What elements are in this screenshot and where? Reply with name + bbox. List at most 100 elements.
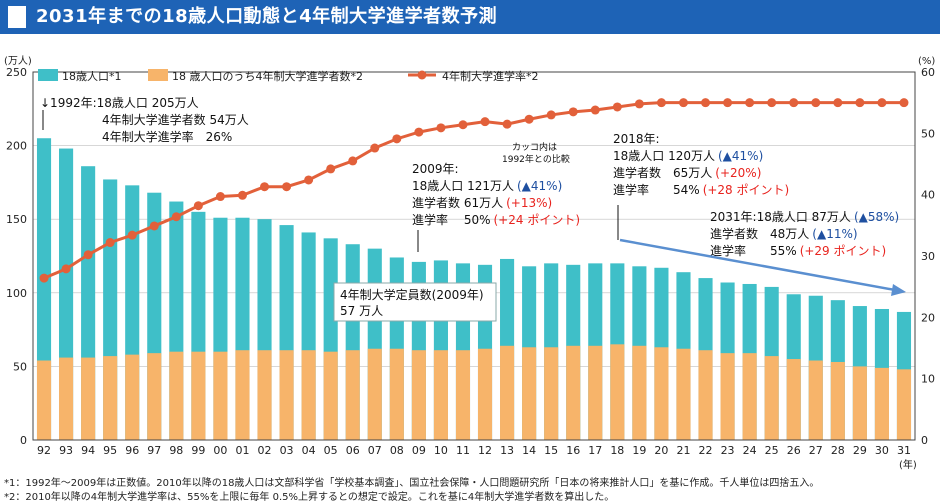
x-tick-label: 14 (522, 444, 536, 457)
rate-point (855, 98, 865, 108)
rate-point (392, 134, 402, 144)
footnote-2: *2：2010年以降の4年制大学進学率は、55%を上限に毎年 0.5%上昇すると… (4, 492, 615, 503)
enrollee-bar (477, 348, 493, 440)
rate-point (678, 98, 688, 108)
enrollee-bar (676, 348, 691, 440)
enrollee-bar (742, 353, 757, 440)
x-tick-label: 23 (721, 444, 735, 457)
axes: (万人) (%) (年) (4, 55, 935, 471)
enrollee-bar (103, 356, 118, 440)
x-tick-label: 03 (280, 444, 294, 457)
right-tick-label: 50 (921, 127, 935, 140)
annotation-label: 18歳人口 120万人 (613, 149, 715, 163)
rate-point (767, 98, 777, 108)
enrollee-bar (786, 359, 801, 440)
x-tick-label: 12 (478, 444, 492, 457)
annotation-2018-title: 2018年: (613, 132, 660, 146)
x-tick-label: 21 (676, 444, 690, 457)
legend-label-population: 18歳人口*1 (62, 70, 122, 83)
annotation-change-red: (+13%) (506, 196, 552, 210)
annotation-2018-row: 18歳人口 120万人 (▲41%) (613, 149, 763, 163)
left-tick-label: 100 (6, 287, 27, 300)
rate-point (656, 98, 666, 108)
x-tick-label: 11 (456, 444, 470, 457)
legend-swatch-enrollees (148, 69, 168, 81)
rate-point (458, 120, 468, 130)
annotation-label: 進学率 50% (412, 212, 491, 227)
rate-point (723, 98, 733, 108)
annotations: ↓1992年:18歳人口 205万人 4年制大学進学者数 54万人 4年制大学進学率… (40, 96, 906, 322)
right-tick-label: 60 (921, 66, 935, 79)
left-tick-label: 50 (13, 360, 27, 373)
annotation-2009-row: 進学者数 61万人 (+13%) (412, 195, 552, 210)
right-axis-ticks: 0 10 20 30 40 50 60 (921, 66, 935, 447)
enrollee-bar (213, 351, 228, 440)
annotation-2009-row: 18歳人口 121万人 (▲41%) (412, 179, 562, 193)
enrollee-bar (345, 350, 360, 440)
enrollee-bar (808, 360, 823, 440)
enrollee-bar (896, 369, 912, 440)
left-tick-label: 250 (6, 66, 27, 79)
rate-point (899, 98, 909, 108)
x-tick-label: 99 (191, 444, 205, 457)
rate-point (546, 110, 556, 120)
rate-point (105, 238, 115, 248)
rate-point (171, 212, 181, 222)
x-tick-label: 18 (610, 444, 624, 457)
annotation-label: 進学率 55% (710, 243, 797, 258)
x-tick-label: 97 (147, 444, 161, 457)
x-tick-label: 07 (368, 444, 382, 457)
enrollee-bar (588, 345, 603, 440)
x-tick-label: 98 (169, 444, 183, 457)
plot-frame (32, 71, 916, 441)
enrollee-bar (544, 347, 559, 440)
annotation-2031-row: 進学率 55% (+29 ポイント) (710, 243, 886, 258)
rate-point (282, 182, 292, 192)
annotation-kakko-line: 1992年との比較 (502, 153, 570, 165)
rate-point (568, 107, 578, 117)
title-bar: 2031年までの18歳人口動態と4年制大学進学者数予測 (0, 0, 940, 34)
rate-point (370, 143, 380, 153)
enrollee-bar (632, 345, 647, 440)
enrollee-bar (81, 357, 96, 440)
rate-point (326, 164, 336, 174)
rate-series-line (43, 101, 904, 280)
enrollee-bar (191, 351, 206, 440)
annotation-label: 進学者数 48万人 (710, 226, 809, 241)
enrollee-bar (720, 353, 735, 440)
rate-point (436, 123, 446, 133)
annotation-2009-title: 2009年: (412, 162, 459, 176)
rate-point (634, 99, 644, 109)
enrollee-bar (36, 360, 52, 440)
annotation-label: 進学率 54% (613, 182, 700, 197)
right-tick-label: 0 (921, 434, 928, 447)
enrollee-bar (566, 345, 581, 440)
right-tick-label: 40 (921, 189, 935, 202)
rate-point (877, 98, 887, 108)
page-title: 2031年までの18歳人口動態と4年制大学進学者数予測 (36, 6, 498, 27)
enrollee-bars (36, 344, 912, 440)
annotation-label: 18歳人口 121万人 (412, 179, 514, 193)
annotation-2018-row: 進学者数 65万人 (+20%) (613, 165, 761, 180)
x-tick-label: 19 (632, 444, 646, 457)
legend-swatch-population (38, 69, 58, 81)
enrollee-bar (698, 350, 713, 440)
annotation-2018-row: 進学率 54% (+28 ポイント) (613, 182, 789, 197)
annotation-change-blue: (▲41%) (517, 179, 562, 193)
x-tick-label: 20 (654, 444, 668, 457)
capacity-label: 4年制大学定員数(2009年) (340, 287, 484, 302)
x-tick-label: 30 (875, 444, 889, 457)
capacity-value: 57 万人 (340, 304, 383, 318)
left-tick-label: 150 (6, 213, 27, 226)
x-tick-label: 13 (500, 444, 514, 457)
rate-point (524, 114, 534, 124)
x-tick-label: 02 (258, 444, 272, 457)
x-tick-label: 17 (588, 444, 602, 457)
enrollee-bar (279, 350, 294, 440)
x-axis-unit: (年) (899, 458, 917, 471)
rate-point (237, 190, 247, 200)
enrollee-bar (235, 350, 250, 440)
x-tick-label: 94 (81, 444, 95, 457)
rate-line (39, 98, 909, 283)
